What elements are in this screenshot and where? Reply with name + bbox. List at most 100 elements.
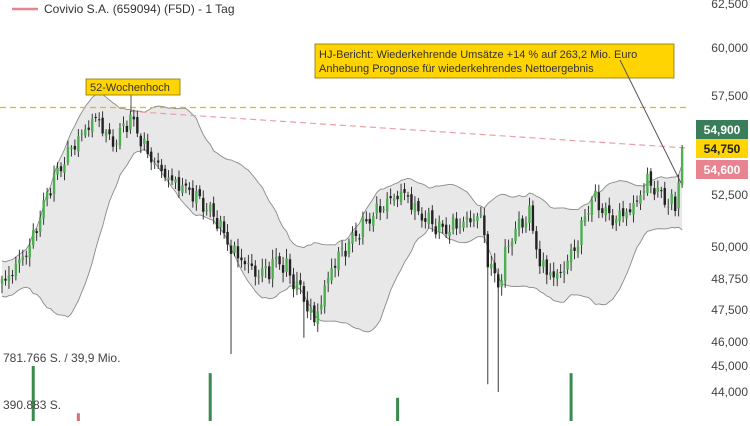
candle-body <box>139 135 142 147</box>
candle-body <box>115 143 118 145</box>
candle-body <box>274 256 278 260</box>
candle-body <box>673 196 677 212</box>
candle-body <box>632 203 635 215</box>
candle-body <box>170 175 174 181</box>
candle-body <box>129 114 132 130</box>
candle-body <box>649 171 653 186</box>
candle-body <box>18 259 21 264</box>
candle-body <box>219 220 222 228</box>
price-tag-label: 54,600 <box>704 163 741 177</box>
candle-body <box>306 300 309 312</box>
candle-body <box>448 231 451 236</box>
candle-body <box>590 199 594 215</box>
candle-body <box>261 268 264 277</box>
candle-body <box>545 259 548 275</box>
candle-body <box>233 245 236 253</box>
candle-body <box>195 190 198 204</box>
bollinger-band <box>1 93 683 333</box>
candle-body <box>150 151 153 163</box>
candle-body <box>621 208 625 217</box>
candle-body <box>94 116 97 118</box>
candle-body <box>333 265 337 268</box>
price-tag <box>696 120 748 139</box>
candle-body <box>549 272 552 276</box>
candle-body <box>538 248 542 267</box>
candle-body <box>566 260 569 270</box>
y-tick-label: 60,000 <box>711 41 748 55</box>
candle-body <box>320 304 323 310</box>
volume-label-max: 781.766 S. / 39,9 Mio. <box>3 351 120 365</box>
candle-body <box>406 195 410 197</box>
candle-body <box>351 232 354 244</box>
candle-body <box>84 129 87 136</box>
y-tick-label: 57,500 <box>711 89 748 103</box>
y-tick-label: 52,500 <box>711 188 748 202</box>
candle-body <box>497 274 500 288</box>
y-tick-label: 62,500 <box>711 0 748 11</box>
candle-body <box>42 200 45 219</box>
candle-body <box>618 210 621 222</box>
candle-body <box>35 231 38 234</box>
bollinger-upper <box>1 93 683 263</box>
candle-body <box>344 250 347 257</box>
y-tick-label: 47,500 <box>711 303 748 317</box>
candle-body <box>316 311 319 324</box>
candle-body <box>611 215 614 226</box>
price-tag <box>696 139 748 158</box>
y-tick-label: 50,000 <box>711 240 748 254</box>
candle-body <box>174 179 177 183</box>
candle-body <box>309 307 313 313</box>
candle-body <box>667 206 670 208</box>
candle-body <box>146 140 149 155</box>
candle-body <box>385 198 389 212</box>
candle-body <box>476 216 479 222</box>
candle-body <box>209 204 212 212</box>
annotation-52-week-high: 52-Wochenhoch <box>85 78 181 112</box>
candle-body <box>354 230 358 237</box>
candle-body <box>278 256 281 265</box>
candle-body <box>49 193 52 196</box>
candle-body <box>0 278 4 284</box>
candle-body <box>299 280 302 285</box>
candle-body <box>250 263 254 266</box>
legend: Covivio S.A. (659094) (F5D) - 1 Tag <box>12 2 235 16</box>
candle-body <box>156 160 160 163</box>
candle-body <box>403 189 406 193</box>
candle-body <box>25 255 28 257</box>
candle-body <box>11 275 14 277</box>
candle-body <box>28 245 31 258</box>
price-tag <box>696 160 748 179</box>
candle-body <box>111 136 115 147</box>
volume-bar <box>31 366 35 421</box>
candles <box>0 109 684 392</box>
candle-body <box>427 212 431 225</box>
candle-body <box>202 197 205 212</box>
candle-body <box>330 268 333 281</box>
candle-body <box>181 185 184 193</box>
candle-body <box>212 203 215 217</box>
candle-body <box>229 245 233 254</box>
candle-body <box>576 246 580 253</box>
candle-body <box>143 138 146 144</box>
candle-body <box>340 248 344 250</box>
candle-body <box>642 190 646 193</box>
candle-body <box>597 192 601 211</box>
candle-body <box>91 119 94 132</box>
candle-body <box>177 177 181 191</box>
candle-body <box>70 147 73 149</box>
candle-body <box>45 191 49 199</box>
candle-body <box>323 285 326 307</box>
candle-body <box>510 241 514 247</box>
candle-body <box>205 210 208 212</box>
candle-body <box>368 218 372 224</box>
y-tick-label: 48,750 <box>711 272 748 286</box>
candle-body <box>63 164 66 173</box>
candle-body <box>236 246 240 259</box>
candle-body <box>635 200 639 202</box>
candle-body <box>66 147 70 163</box>
candle-body <box>625 211 628 219</box>
price-tag-label: 54,900 <box>704 123 741 137</box>
candle-body <box>101 117 104 134</box>
